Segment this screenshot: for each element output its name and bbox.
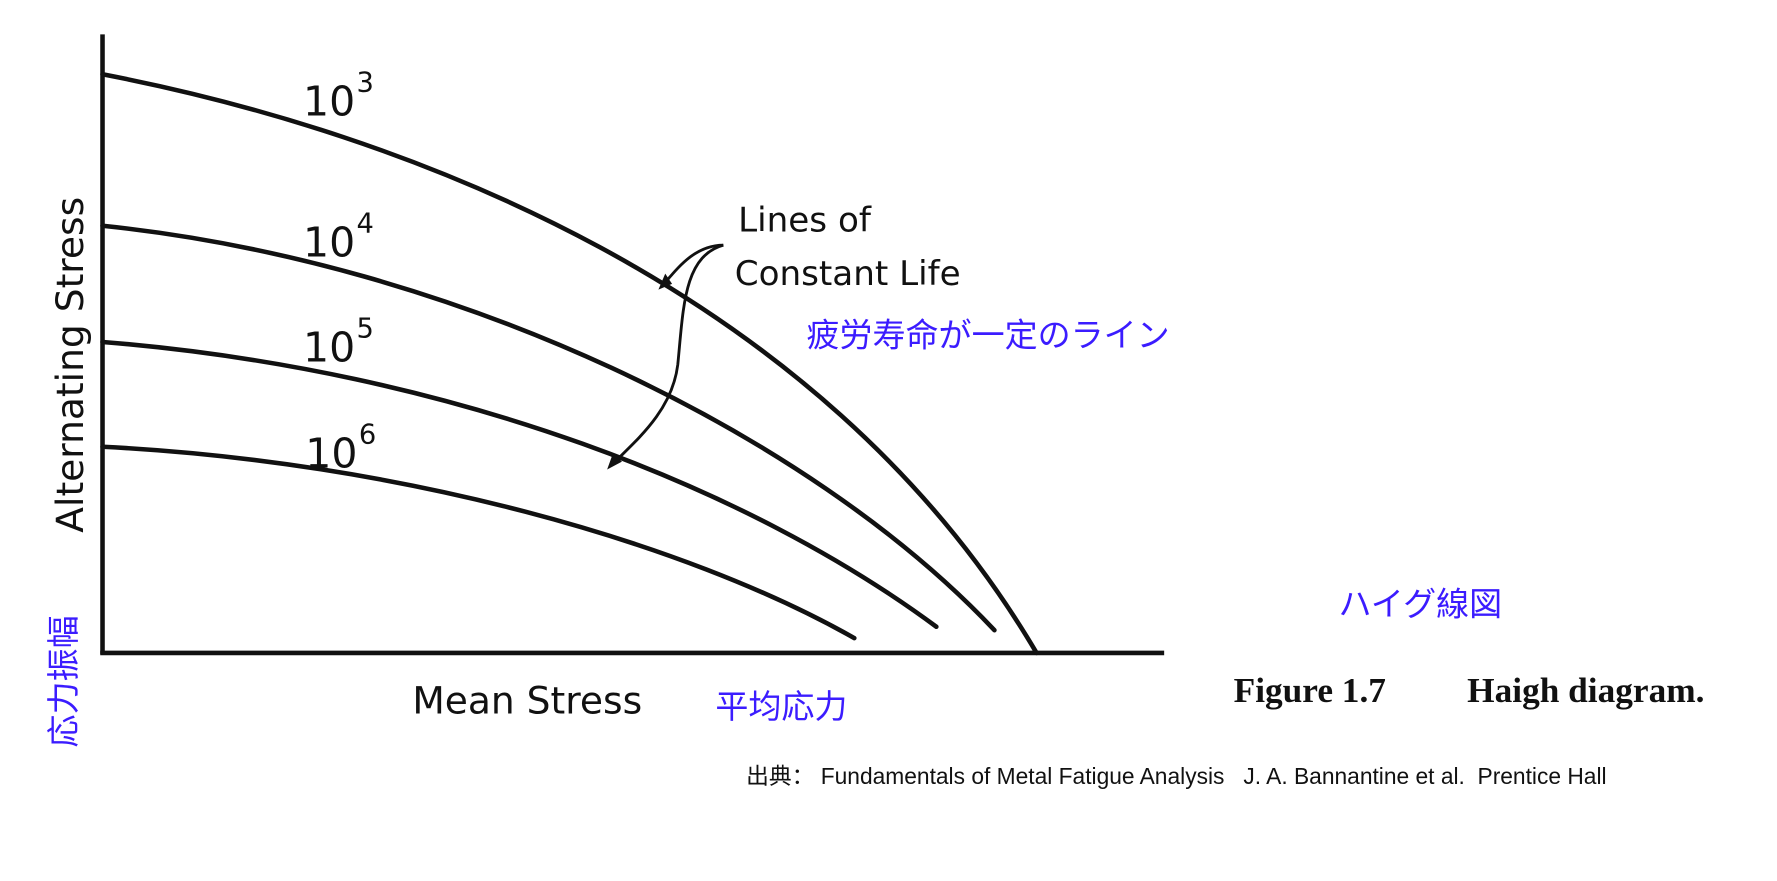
curve-exponent: 5	[357, 313, 374, 344]
y-axis-label: Alternating Stress	[48, 197, 92, 533]
arrowhead	[658, 273, 673, 290]
life-curve	[100, 339, 939, 630]
curve-label: 10	[303, 323, 355, 371]
curve-label: 10	[305, 429, 357, 477]
source: 出典： Fundamentals of Metal Fatigue Analys…	[746, 763, 1606, 789]
curve-exponent: 3	[357, 67, 374, 98]
annotation-line: Constant Life	[735, 254, 961, 294]
caption-text: Haigh diagram.	[1467, 671, 1704, 710]
life-curve	[100, 72, 1039, 656]
curve-exponent: 4	[357, 209, 374, 240]
annotation-line: Lines of	[738, 200, 872, 240]
arrow	[661, 243, 724, 286]
curve-label: 10	[303, 77, 355, 125]
x-axis-label-ja: 平均応力	[715, 687, 847, 726]
curve-label: 10	[303, 219, 355, 267]
arrow	[610, 243, 724, 466]
x-axis-label: Mean Stress	[412, 678, 642, 722]
life-curve	[100, 444, 857, 641]
arrowhead	[607, 453, 622, 470]
life-curve	[100, 223, 997, 633]
curve-exponent: 6	[359, 419, 376, 450]
annotation-ja: 疲労寿命が一定のライン	[806, 316, 1169, 355]
y-axis-label-ja: 応力振幅	[44, 615, 83, 747]
title-ja: ハイグ線図	[1338, 584, 1502, 623]
caption-number: Figure 1.7	[1234, 671, 1386, 710]
